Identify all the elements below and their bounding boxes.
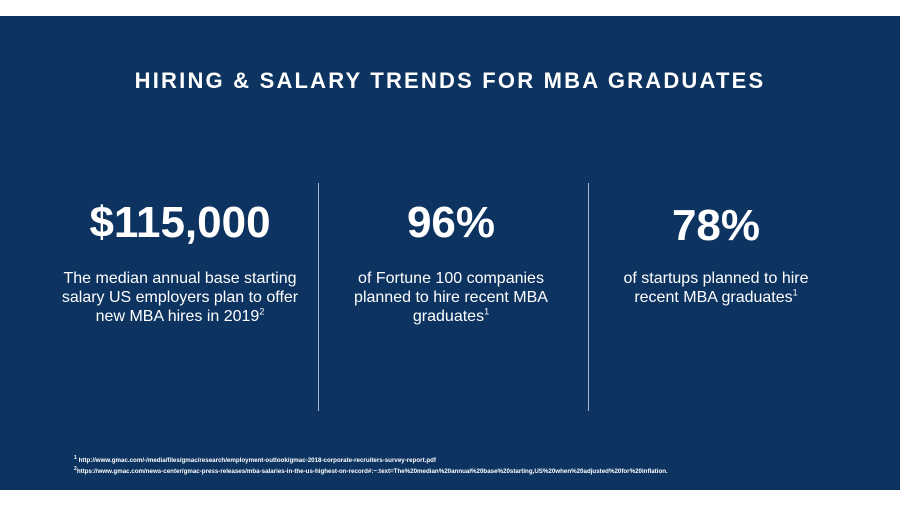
footnote-marker: 1 — [74, 455, 77, 461]
footnote-1: 1 http://www.gmac.com/-/media/files/gmac… — [74, 454, 668, 465]
stat-value: $115,000 — [89, 198, 271, 247]
stat-description: The median annual base starting salary U… — [61, 270, 299, 325]
column-divider — [318, 183, 319, 411]
stat-salary: $115,000 The median annual base starting… — [60, 201, 300, 326]
footnote-link[interactable]: http://www.gmac.com/-/media/files/gmac/r… — [78, 457, 436, 465]
footnote-2: 2https://www.gmac.com/news-center/gmac-p… — [74, 465, 668, 476]
footnote-marker: 2 — [74, 466, 77, 473]
stat-fortune-100: 96% of Fortune 100 companies planned to … — [336, 201, 566, 326]
stat-description: of Fortune 100 companies planned to hire… — [354, 270, 548, 325]
column-divider — [588, 183, 589, 411]
stat-description: of startups planned to hire recent MBA g… — [623, 270, 809, 306]
stat-value: 78% — [671, 201, 761, 250]
footnote-ref: 2 — [259, 306, 265, 317]
slide-title: HIRING & SALARY TRENDS FOR MBA GRADUATES — [134, 68, 766, 93]
footnote-ref: 1 — [484, 306, 490, 317]
stat-value: 96% — [406, 198, 496, 247]
footnote-ref: 1 — [792, 287, 798, 298]
stat-startups: 78% of startups planned to hire recent M… — [600, 204, 832, 307]
footnotes: 1 http://www.gmac.com/-/media/files/gmac… — [74, 454, 668, 476]
infographic-slide: HIRING & SALARY TRENDS FOR MBA GRADUATES… — [0, 16, 900, 490]
footnote-link[interactable]: https://www.gmac.com/news-center/gmac-pr… — [76, 468, 668, 476]
